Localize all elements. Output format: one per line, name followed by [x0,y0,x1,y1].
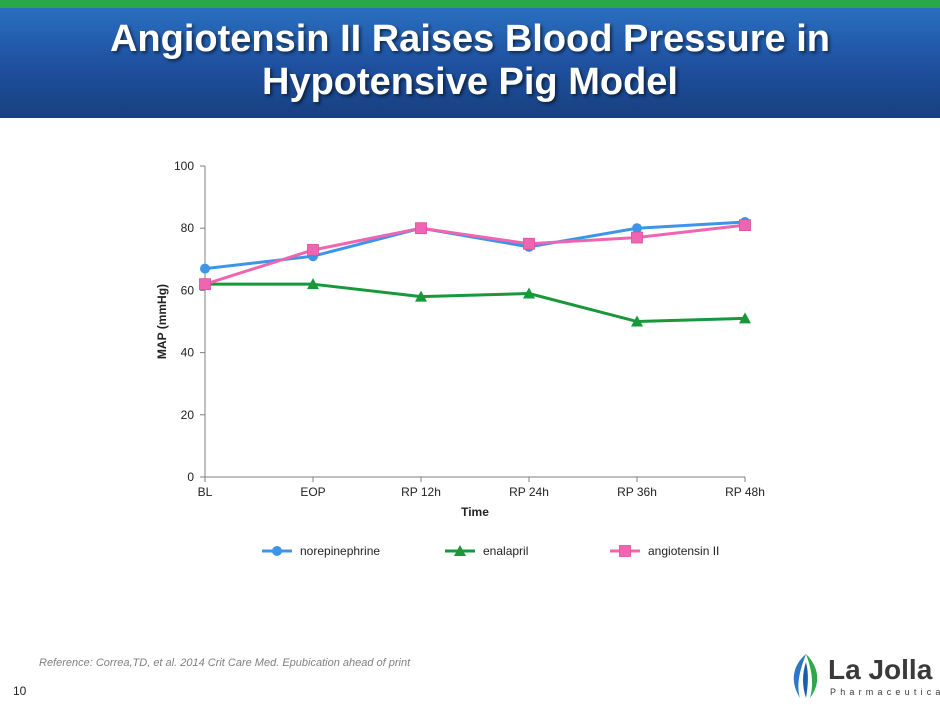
logo-wordmark: La Jolla [828,654,933,685]
legend-label-norepinephrine: norepinephrine [300,544,380,558]
series-line-angiotensin-ii [204,223,746,286]
data-point-angiotensin-ii [307,244,319,256]
data-point-enalapril [523,287,535,299]
x-tick-label: RP 24h [509,485,549,499]
data-point-enalapril [307,278,319,290]
chart-series [199,216,751,327]
y-tick-label: 40 [181,346,195,360]
legend-label-angiotensin-ii: angiotensin II [648,544,719,558]
x-tick-label: RP 12h [401,485,441,499]
slide-title-line-2: Hypotensive Pig Model [262,61,678,103]
x-tick-label: RP 36h [617,485,657,499]
data-point-enalapril [415,290,427,302]
data-point-angiotensin-ii [523,237,535,250]
y-tick-label: 0 [187,470,194,484]
data-point-angiotensin-ii [415,222,427,235]
slide-title: Angiotensin II Raises Blood Pressure in … [0,18,940,104]
legend-marker-angiotensin-ii [619,545,631,557]
y-axis-title: MAP (mmHg) [155,284,169,359]
series-line-norepinephrine [204,220,746,271]
y-tick-label: 80 [181,221,195,235]
data-point-angiotensin-ii [199,278,211,291]
slide-title-line-1: Angiotensin II Raises Blood Pressure in [109,18,831,60]
y-tick-label: 100 [174,159,194,173]
x-tick-label: BL [198,485,213,499]
logo-subtitle: Pharmaceutical [830,687,940,697]
legend-label-enalapril: enalapril [483,544,528,558]
data-point-angiotensin-ii [739,219,751,231]
data-point-norepinephrine [632,223,642,234]
data-point-enalapril [631,315,643,327]
data-point-norepinephrine [200,263,210,274]
chart-legend: norepinephrine enalapril angiotensin II [262,544,719,558]
x-tick-label: RP 48h [725,485,765,499]
y-tick-label: 20 [181,408,195,422]
data-point-angiotensin-ii [631,231,643,244]
company-logo: La Jolla Pharmaceutical [788,652,940,702]
y-tick-label: 60 [181,283,195,297]
series-line-enalapril [205,282,746,323]
slide-header: Angiotensin II Raises Blood Pressure in … [0,8,940,118]
chart-axes: 0 20 40 60 80 100 BL EOP RP 12h RP 24h RP 36h RP 48… [155,159,765,519]
leaf-icon [793,654,818,698]
legend-marker-enalapril [454,545,466,556]
legend-marker-norepinephrine [272,546,282,556]
data-point-enalapril [739,312,751,324]
x-tick-label: EOP [300,485,325,499]
x-axis-title: Time [461,505,489,519]
slide-number: 10 [13,684,27,698]
reference-note: Reference: Correa,TD, et al. 2014 Crit C… [39,657,411,669]
header-accent-bar [0,0,940,8]
